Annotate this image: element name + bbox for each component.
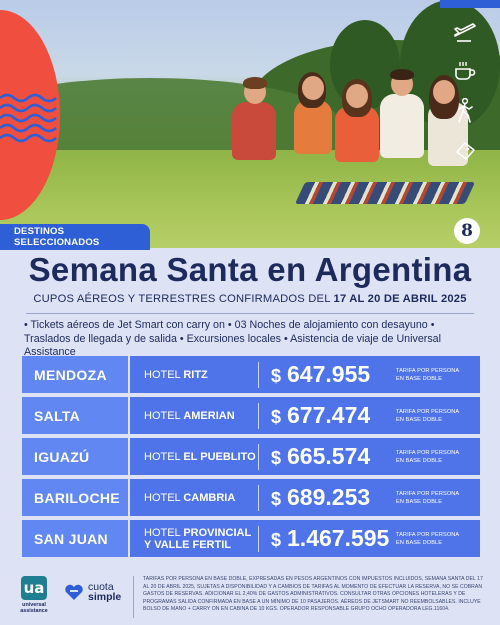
legal-disclaimer: TARIFAS POR PERSONA EN BASE DOBLE, EXPRE… (143, 576, 483, 612)
package-row[interactable]: IGUAZÚ HOTEL EL PUEBLITO $665.574 TARIFA… (22, 438, 480, 475)
price: $689.253 (271, 484, 396, 511)
cuota-simple-logo: cuota simple (64, 582, 121, 602)
hotel-label: HOTEL EL PUEBLITO (130, 451, 258, 463)
brand-logo: 8 (454, 218, 480, 244)
footer-divider (133, 576, 134, 618)
features-list: • Tickets aéreos de Jet Smart con carry … (24, 319, 441, 358)
package-row[interactable]: SAN JUAN HOTEL PROVINCIAL Y VALLE FERTIL… (22, 520, 480, 557)
package-row[interactable]: SALTA HOTEL AMERIAN $677.474 TARIFA POR … (22, 397, 480, 434)
currency-symbol: $ (271, 448, 282, 468)
ticket-icon (456, 142, 475, 160)
price-value: 665.574 (287, 443, 371, 469)
row-separator (258, 525, 259, 552)
hotel-prefix: HOTEL (144, 450, 181, 463)
heart-card-icon (65, 584, 83, 600)
hotel-label: HOTEL PROVINCIAL Y VALLE FERTIL (130, 527, 258, 551)
subtitle-prefix: CUPOS AÉREOS Y TERRESTRES CONFIRMADOS DE… (33, 293, 334, 305)
price: $665.574 (271, 443, 396, 470)
ua-mark: ua (21, 576, 47, 600)
package-row[interactable]: BARILOCHE HOTEL CAMBRIA $689.253 TARIFA … (22, 479, 480, 516)
row-separator (258, 402, 259, 429)
currency-symbol: $ (271, 489, 282, 509)
hiking-person-icon (458, 98, 473, 123)
city-name: IGUAZÚ (22, 438, 130, 475)
airplane-icon (454, 23, 476, 42)
hotel-prefix: HOTEL (144, 409, 181, 422)
hotel-prefix: HOTEL (144, 491, 181, 504)
price-note: TARIFA POR PERSONA EN BASE DOBLE (396, 408, 459, 423)
top-accent-bar (440, 0, 500, 8)
row-separator (258, 361, 259, 388)
hotel-name: PROVINCIAL Y VALLE FERTIL (144, 526, 251, 551)
currency-symbol: $ (271, 530, 282, 550)
price: $647.955 (271, 361, 396, 388)
price-note: TARIFA POR PERSONA EN BASE DOBLE (396, 531, 459, 546)
ua-text: universal assistance (20, 602, 48, 614)
price-note: TARIFA POR PERSONA EN BASE DOBLE (396, 449, 459, 464)
price-value: 689.253 (287, 484, 371, 510)
hotel-name: CAMBRIA (183, 491, 236, 504)
hotel-name: EL PUEBLITO (183, 450, 256, 463)
hero-photo: 8 (0, 0, 500, 248)
hotel-label: HOTEL AMERIAN (130, 410, 258, 422)
destinations-tag: DESTINOS SELECCIONADOS (0, 224, 150, 250)
page-title: Semana Santa en Argentina (28, 251, 472, 288)
universal-assistance-logo: ua universal assistance (14, 576, 54, 614)
amenity-icons (450, 22, 480, 162)
hotel-name: AMERIAN (183, 409, 235, 422)
subtitle-dates: 17 AL 20 DE ABRIL 2025 (333, 293, 467, 305)
decorative-waves (0, 93, 57, 143)
divider (26, 313, 474, 314)
city-name: BARILOCHE (22, 479, 130, 516)
price: $677.474 (271, 402, 396, 429)
hotel-prefix: HOTEL (144, 526, 181, 539)
city-name: SAN JUAN (22, 520, 130, 557)
package-row[interactable]: MENDOZA HOTEL RITZ $647.955 TARIFA POR P… (22, 356, 480, 393)
hotel-name: RITZ (183, 368, 208, 381)
hotel-prefix: HOTEL (144, 368, 181, 381)
currency-symbol: $ (271, 366, 282, 386)
row-separator (258, 443, 259, 470)
subtitle: CUPOS AÉREOS Y TERRESTRES CONFIRMADOS DE… (0, 293, 500, 305)
city-name: SALTA (22, 397, 130, 434)
cs-line1: cuota (88, 581, 114, 593)
price-value: 647.955 (287, 361, 371, 387)
hotel-label: HOTEL CAMBRIA (130, 492, 258, 504)
picnic-blanket (294, 182, 476, 204)
price-value: 1.467.595 (287, 525, 390, 551)
currency-symbol: $ (271, 407, 282, 427)
city-name: MENDOZA (22, 356, 130, 393)
coffee-cup-icon (455, 62, 476, 80)
row-separator (258, 484, 259, 511)
price: $1.467.595 (271, 525, 396, 552)
cuota-simple-text: cuota simple (88, 581, 122, 603)
price-note: TARIFA POR PERSONA EN BASE DOBLE (396, 490, 459, 505)
price-note: TARIFA POR PERSONA EN BASE DOBLE (396, 367, 459, 382)
cs-line2: simple (88, 591, 122, 603)
hotel-label: HOTEL RITZ (130, 369, 258, 381)
price-value: 677.474 (287, 402, 371, 428)
